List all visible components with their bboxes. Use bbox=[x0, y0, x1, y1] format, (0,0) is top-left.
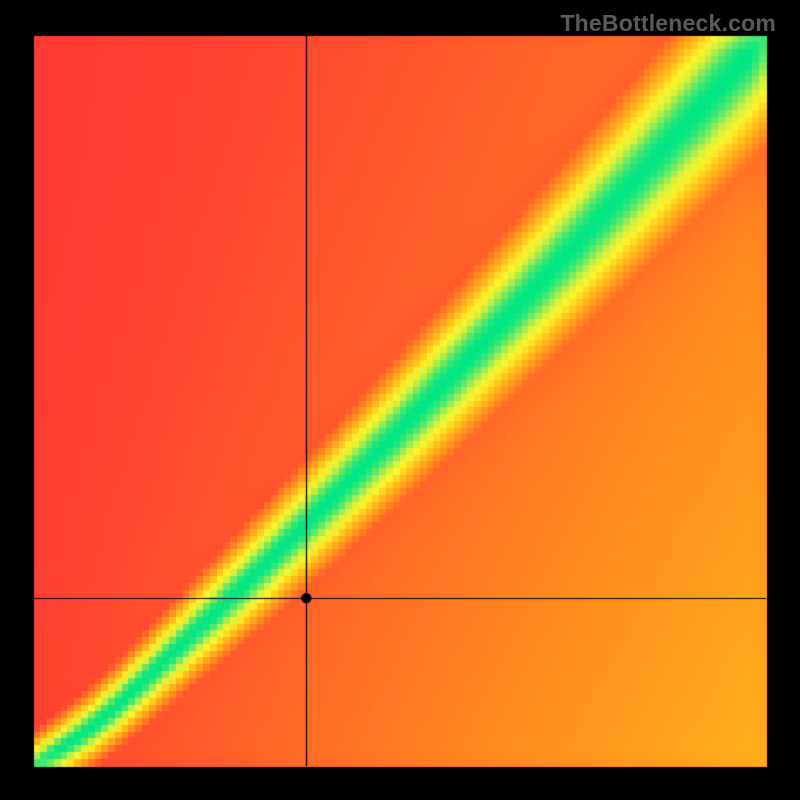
bottleneck-heatmap bbox=[0, 0, 800, 800]
watermark-text: TheBottleneck.com bbox=[560, 10, 776, 37]
chart-container: TheBottleneck.com bbox=[0, 0, 800, 800]
